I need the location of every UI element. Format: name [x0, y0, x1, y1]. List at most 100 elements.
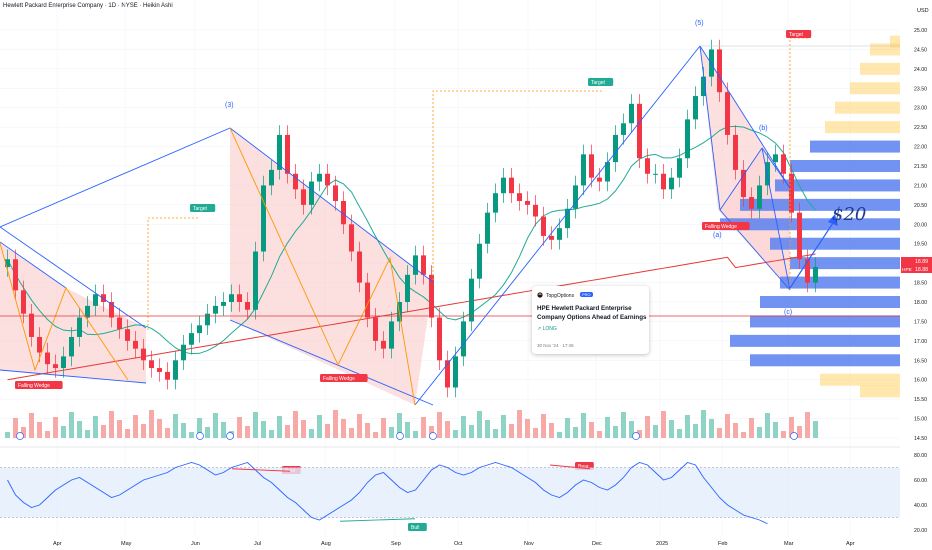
candle: [29, 313, 34, 337]
candle: [125, 329, 130, 341]
candle: [325, 173, 330, 186]
candle: [693, 96, 698, 120]
falling-wedge-fill: [0, 243, 146, 383]
volume-bar: [621, 412, 626, 438]
volume-profile-bar: [850, 82, 900, 95]
x-axis-tick: Jul: [254, 541, 261, 547]
volume-bar: [117, 420, 122, 438]
target-line: [147, 217, 199, 330]
volume-bar: [437, 412, 442, 438]
candle: [629, 103, 634, 124]
candle: [661, 173, 666, 190]
volume-bar: [141, 424, 146, 438]
trend-line: [0, 241, 67, 289]
y-axis-tick: 24.50: [914, 47, 927, 53]
candle: [365, 282, 370, 318]
volume-bar: [741, 432, 746, 438]
volume-bar: [277, 416, 282, 438]
candle: [725, 92, 730, 135]
volume-bar: [53, 417, 58, 438]
candle: [413, 255, 418, 275]
event-marker-icon: [396, 432, 404, 440]
symbol-tag: HPE: [902, 267, 912, 273]
event-marker-icon: [632, 432, 640, 440]
volume-bar: [397, 413, 402, 438]
candle: [557, 228, 562, 240]
candle: [421, 255, 426, 275]
volume-bar: [725, 414, 730, 438]
candle: [381, 340, 386, 349]
trend-line: [0, 226, 147, 329]
volume-bar: [653, 425, 658, 438]
volume-bar: [357, 414, 362, 438]
volume-profile-bar: [860, 385, 900, 398]
y-axis-tick: 18.50: [914, 281, 927, 287]
y-axis-tick: 24.00: [914, 67, 927, 73]
volume-bar: [693, 424, 698, 438]
volume-profile-bar: [890, 35, 900, 48]
x-axis-tick: Oct: [454, 541, 463, 547]
candle: [525, 200, 530, 205]
volume-bar: [37, 422, 42, 438]
volume-bar: [605, 417, 610, 438]
idea-title[interactable]: HPE Hewlett Packard Enterprise Company O…: [537, 305, 647, 321]
candle: [565, 208, 570, 229]
volume-bar: [813, 421, 818, 438]
idea-card[interactable]: TopgOptions PRO HPE Hewlett Packard Ente…: [532, 286, 649, 354]
volume-bar: [389, 427, 394, 438]
x-axis-tick: Apr: [53, 541, 62, 547]
bull-divergence-line: [339, 518, 416, 522]
volume-profile-bar: [730, 334, 900, 347]
candle: [741, 169, 746, 198]
candle: [541, 216, 546, 236]
candle: [677, 158, 682, 178]
candle: [109, 302, 114, 318]
candle: [533, 204, 538, 217]
candle: [445, 360, 450, 388]
volume-bar: [613, 426, 618, 438]
volume-bar: [237, 417, 242, 438]
candle: [165, 371, 170, 380]
rsi-axis-tick: 60.00: [914, 478, 927, 484]
last-price-tag: 18.89: [915, 259, 928, 265]
event-marker-icon: [429, 432, 437, 440]
bear-label: Bear: [578, 464, 589, 470]
candle: [429, 274, 434, 318]
candle: [485, 212, 490, 244]
candle: [221, 302, 226, 306]
candle: [709, 49, 714, 77]
volume-bar: [669, 420, 674, 438]
candle: [317, 173, 322, 182]
projection-arrow: [789, 219, 836, 289]
volume-bar: [69, 412, 74, 438]
volume-bar: [5, 432, 10, 438]
volume-bar: [581, 413, 586, 438]
volume-bar: [381, 418, 386, 438]
candle: [157, 368, 162, 372]
volume-bar: [373, 432, 378, 438]
candle: [437, 317, 442, 361]
candle: [141, 348, 146, 361]
y-axis-tick: 22.50: [914, 125, 927, 131]
candle: [517, 193, 522, 201]
y-axis-tick: 17.00: [914, 339, 927, 345]
candle: [93, 294, 98, 306]
x-axis-tick: Dec: [592, 541, 602, 547]
falling-wedge-label: Falling Wedge: [705, 224, 737, 230]
x-axis-tick: Apr: [846, 541, 855, 547]
volume-profile-bar: [835, 101, 900, 114]
volume-bar: [29, 413, 34, 438]
idea-author[interactable]: TopgOptions: [546, 293, 575, 299]
volume-bar: [301, 420, 306, 438]
volume-profile-bar: [825, 121, 900, 134]
volume-bar: [533, 428, 538, 438]
candle: [493, 193, 498, 213]
volume-profile-bar: [860, 62, 900, 75]
volume-bar: [589, 422, 594, 438]
y-axis-tick: 18.00: [914, 300, 927, 306]
event-marker-icon: [196, 432, 204, 440]
candle: [613, 134, 618, 163]
event-marker-icon: [226, 432, 234, 440]
volume-profile-bar: [750, 354, 900, 367]
